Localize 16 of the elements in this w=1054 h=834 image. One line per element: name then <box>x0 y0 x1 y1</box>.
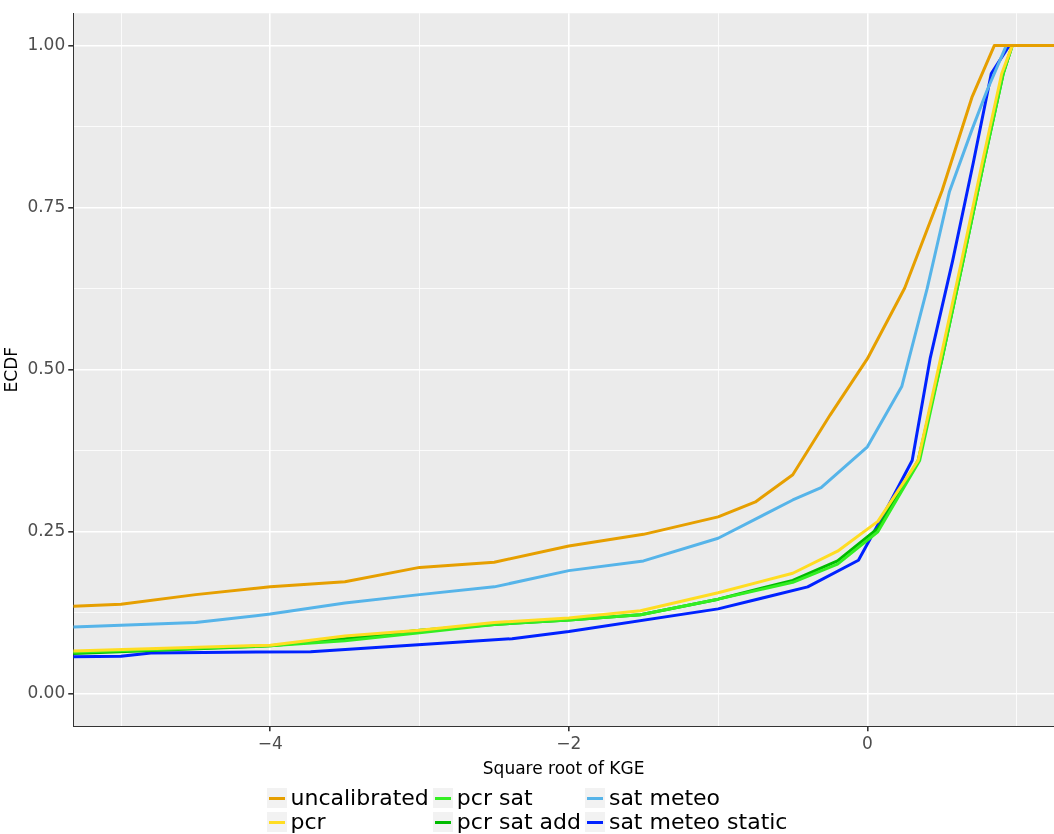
x-axis-title: Square root of KGE <box>482 758 645 779</box>
x-tick-label: 0 <box>861 732 873 753</box>
x-tick-label: −4 <box>257 732 283 753</box>
legend-label: uncalibrated <box>290 785 429 810</box>
y-tick-label: 0.50 <box>27 358 66 379</box>
legend-label: sat meteo <box>608 785 721 810</box>
y-tick-label: 0.00 <box>27 682 66 703</box>
legend-label: pcr sat <box>456 785 533 810</box>
x-tick-label: −2 <box>556 732 582 753</box>
y-tick-label: 0.25 <box>27 520 66 541</box>
y-tick-label: 0.75 <box>27 196 66 217</box>
legend-label: pcr sat add <box>456 809 581 834</box>
y-axis-title: ECDF <box>0 346 21 393</box>
legend-label: pcr <box>290 809 326 834</box>
legend-label: sat meteo static <box>608 809 788 834</box>
y-tick-label: 1.00 <box>27 34 66 55</box>
